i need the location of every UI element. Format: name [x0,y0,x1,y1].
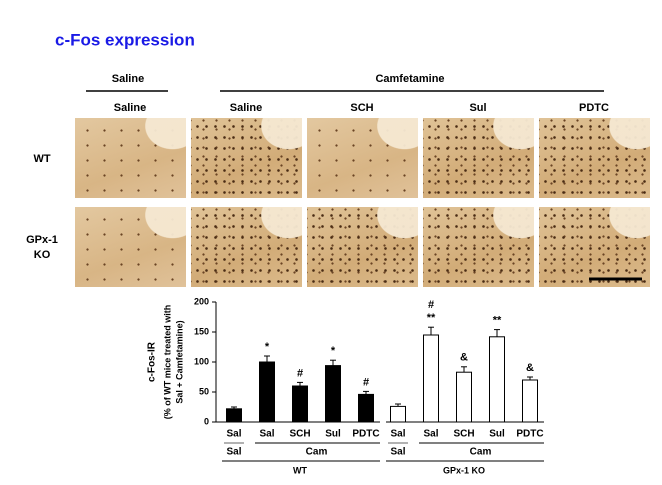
micrograph [307,207,418,287]
condition-label: Sal [226,447,241,458]
y-tick-label: 200 [194,296,209,306]
column-label: PDTC [579,102,609,114]
y-axis-label: (% of WT mice treated with [162,305,172,420]
y-tick-label: 50 [199,386,209,396]
y-axis-label: Sal + Camfetamine) [174,320,184,403]
x-tick-label: Sal [390,429,405,440]
group-label: GPx-1 KO [443,465,485,475]
bar [489,336,505,423]
micrograph [75,118,186,198]
significance-label: * [331,345,336,357]
group-label: WT [293,465,307,475]
micrograph [539,118,650,198]
bar [358,393,374,423]
condition-label: Cam [306,447,328,458]
treatment-header: Saline [112,73,144,85]
y-tick-label: 100 [194,356,209,366]
y-tick-label: 0 [204,416,209,426]
column-label: Sul [469,102,486,114]
significance-label: * [265,341,270,353]
bar [390,405,406,423]
row-label: KO [34,249,51,261]
x-tick-label: Sal [259,429,274,440]
bar [292,385,308,423]
significance-label: # [428,299,434,311]
treatment-header: Camfetamine [375,73,444,85]
condition-label: Cam [470,447,492,458]
bar [259,361,275,423]
significance-label: ** [493,315,502,327]
figure-title: c-Fos expression [55,30,195,49]
micrograph [423,207,534,287]
bar [522,379,538,423]
micrograph [75,207,186,287]
x-tick-label: PDTC [352,429,379,440]
bar [456,371,472,423]
column-label: Saline [114,102,146,114]
micrograph [423,118,534,198]
x-tick-label: Sul [325,429,341,440]
x-tick-label: PDTC [516,429,543,440]
micrograph [191,207,302,287]
column-label: Saline [230,102,262,114]
condition-label: Sal [390,447,405,458]
x-tick-label: SCH [289,429,310,440]
x-tick-label: SCH [453,429,474,440]
x-tick-label: Sul [489,429,505,440]
significance-label: # [363,376,369,388]
bar [325,365,341,423]
row-label: WT [33,153,50,165]
significance-label: & [526,362,534,374]
bar [226,408,242,423]
micrograph [539,207,650,287]
x-tick-label: Sal [226,429,241,440]
significance-label: # [297,367,303,379]
column-label: SCH [350,102,373,114]
micrograph [191,118,302,198]
x-tick-label: Sal [423,429,438,440]
micrograph [307,118,418,198]
bar [423,334,439,423]
y-tick-label: 150 [194,326,209,336]
significance-label: ** [427,312,436,324]
row-label: GPx-1 [26,234,58,246]
significance-label: & [460,352,468,364]
y-axis-label: c-Fos-IR [147,341,158,382]
